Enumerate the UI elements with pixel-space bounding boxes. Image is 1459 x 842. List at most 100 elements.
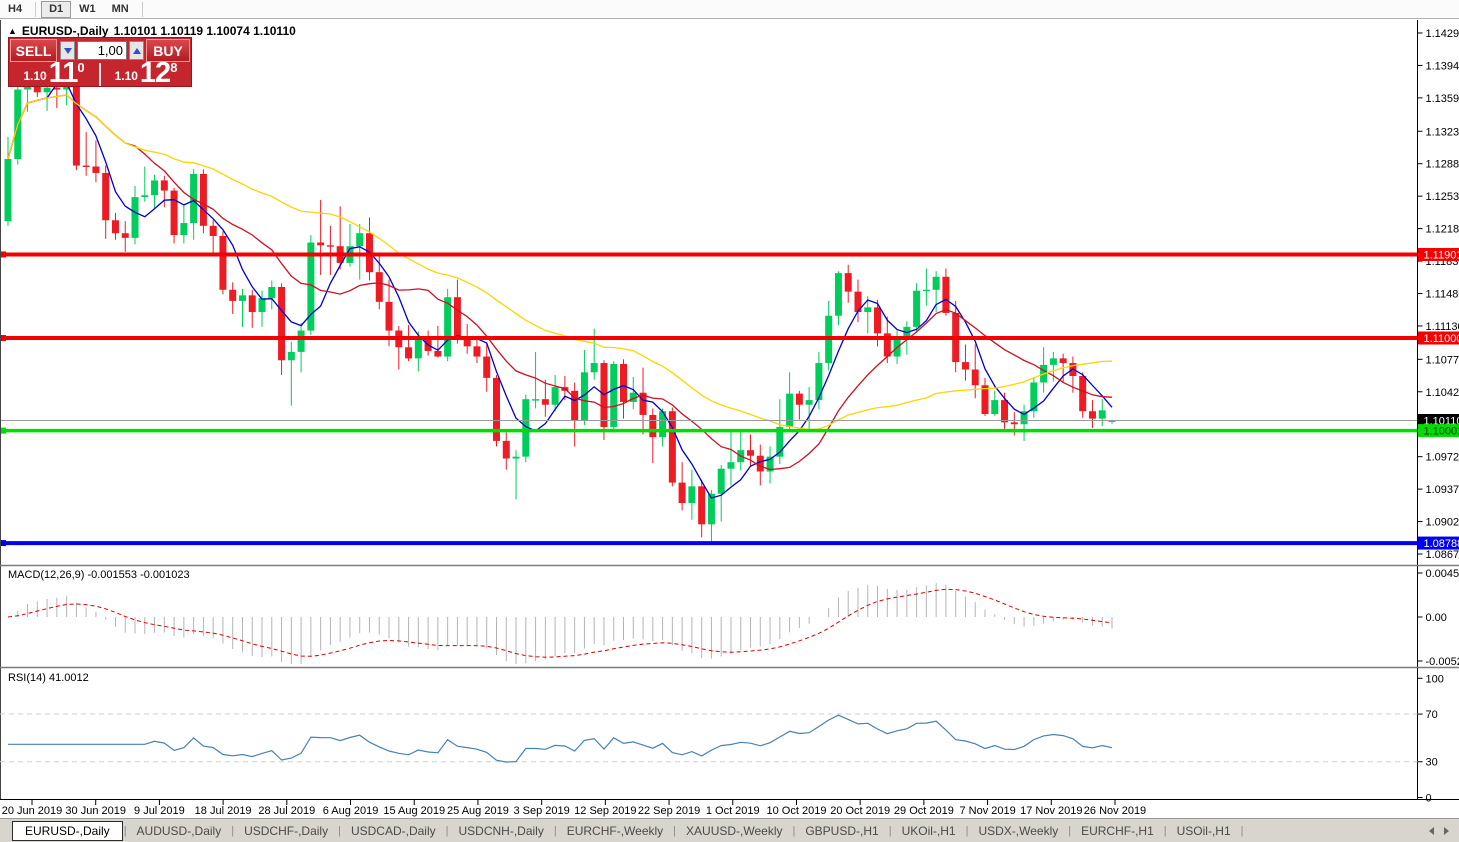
tab-separator: | <box>123 824 127 837</box>
chart-tab-gbpusd-h1[interactable]: GBPUSD-,H1 <box>805 823 879 838</box>
sell-price-display[interactable]: 1.10 11 0 <box>9 59 101 88</box>
rsi-axis-label: 100 <box>1426 673 1444 685</box>
svg-text:1.11901: 1.11901 <box>1424 249 1459 261</box>
date-axis-label: 12 Sep 2019 <box>574 805 636 817</box>
chart-tab-usdx-weekly[interactable]: USDX-,Weekly <box>978 823 1059 838</box>
price-axis-label: 1.11130 <box>1426 321 1459 333</box>
macd-axis-label: -0.00520 <box>1426 656 1459 668</box>
tab-separator: | <box>965 824 969 837</box>
ma-34-line <box>7 94 1113 431</box>
buy-price-display[interactable]: 1.10 12 8 <box>114 57 178 90</box>
chart-tab-eurchf-h1[interactable]: EURCHF-,H1 <box>1081 823 1154 838</box>
macd-axis-label: 0.00 <box>1426 612 1447 624</box>
rsi-indicator-label: RSI(14) 41.0012 <box>8 672 89 684</box>
tab-separator: | <box>231 824 235 837</box>
price-axis-label: 1.09720 <box>1426 452 1459 464</box>
sell-button[interactable]: SELL <box>10 39 57 62</box>
price-axis: 1.14290 1.13940 1.13590 1.13230 1.12880 1.125… <box>0 20 1459 800</box>
line-handle <box>0 334 6 341</box>
chart-tab-usoil-h1[interactable]: USOil-,H1 <box>1176 823 1231 838</box>
date-axis-label: 1 Oct 2019 <box>706 805 760 817</box>
chart-canvas[interactable]: 1.14290 1.13940 1.13590 1.13230 1.12880 1.125… <box>0 0 1459 818</box>
toolbar-separator <box>35 1 37 17</box>
ma-5-line <box>7 82 1113 499</box>
macd-indicator-label: MACD(12,26,9) -0.001553 -0.001023 <box>8 569 190 581</box>
horizontal-lines-layer[interactable] <box>0 251 1418 547</box>
price-axis-label: 1.13230 <box>1426 126 1459 138</box>
timeframe-button-h4[interactable]: H4 <box>0 1 30 18</box>
date-axis-label: 10 Oct 2019 <box>767 805 827 817</box>
macd-panel: 0.004536 0.00 -0.00520 <box>7 568 1459 668</box>
chart-tab-ukoil-h1[interactable]: UKOil-,H1 <box>901 823 956 838</box>
timeframe-button-mn[interactable]: MN <box>104 1 137 18</box>
date-axis-label: 20 Oct 2019 <box>830 805 890 817</box>
tab-separator: | <box>888 824 892 837</box>
tab-separator: | <box>1068 824 1072 837</box>
resistance-price-box <box>1418 331 1459 345</box>
tab-scroll-right-icon[interactable] <box>1444 826 1449 835</box>
line-handle <box>0 427 6 434</box>
macd-signal-line <box>7 588 1113 658</box>
price-axis-label: 1.09370 <box>1426 484 1459 496</box>
tab-separator: | <box>553 824 557 837</box>
chart-tab-audusd-daily[interactable]: AUDUSD-,Daily <box>136 823 222 838</box>
chart-tab-eurusd-daily[interactable]: EURUSD-,Daily <box>12 820 123 841</box>
tab-scroll-left-icon[interactable] <box>1429 826 1434 835</box>
buy-button[interactable]: BUY <box>146 39 190 62</box>
price-axis-label: 1.10770 <box>1426 354 1459 366</box>
date-axis-label: 7 Nov 2019 <box>959 805 1015 817</box>
triangle-down-icon <box>63 47 72 54</box>
tab-separator: | <box>445 824 449 837</box>
rsi-axis-label: 0 <box>1426 793 1432 805</box>
volume-spinner <box>60 41 144 60</box>
tab-separator: | <box>1240 824 1244 837</box>
toolbar-separator <box>141 1 143 17</box>
date-axis-label: 22 Sep 2019 <box>638 805 700 817</box>
svg-text:1.11000: 1.11000 <box>1424 333 1459 345</box>
tab-separator: | <box>673 824 677 837</box>
trade-panel-toggle-icon[interactable]: ▲ <box>8 25 17 36</box>
tab-separator: | <box>1163 824 1167 837</box>
price-axis-label: 1.09020 <box>1426 517 1459 529</box>
tab-scroll-controls <box>1429 826 1459 835</box>
resistance-price-box <box>1418 247 1459 261</box>
date-axis: 20 Jun 2019 30 Jun 2019 9 Jul 2019 18 Jul 2… <box>2 800 1146 817</box>
chart-title: ▲ EURUSD-,Daily 1.10101 1.10119 1.10074 … <box>8 24 296 38</box>
volume-input[interactable] <box>77 41 127 60</box>
date-axis-label: 15 Aug 2019 <box>383 805 445 817</box>
date-axis-label: 17 Nov 2019 <box>1020 805 1082 817</box>
price-axis-label: 1.12880 <box>1426 159 1459 171</box>
volume-decrease-button[interactable] <box>60 41 75 60</box>
timeframe-button-w1[interactable]: W1 <box>71 1 104 18</box>
rsi-axis-label: 30 <box>1426 757 1438 769</box>
timeframe-button-d1[interactable]: D1 <box>41 0 72 18</box>
date-axis-label: 25 Aug 2019 <box>447 805 509 817</box>
moving-averages-layer <box>7 82 1113 499</box>
ma-13-line <box>7 94 1113 471</box>
price-axis-label: 1.13590 <box>1426 93 1459 105</box>
date-axis-label: 26 Nov 2019 <box>1084 805 1146 817</box>
rsi-panel: 100 70 30 0 <box>0 673 1444 805</box>
volume-increase-button[interactable] <box>129 41 144 60</box>
current-price-box <box>1418 414 1459 428</box>
svg-text:1.08788: 1.08788 <box>1424 538 1459 550</box>
date-axis-label: 18 Jul 2019 <box>195 805 252 817</box>
chart-tab-usdcad-daily[interactable]: USDCAD-,Daily <box>350 823 436 838</box>
date-axis-label: 3 Sep 2019 <box>514 805 570 817</box>
support-price-box <box>1418 536 1459 550</box>
chart-tab-eurchf-weekly[interactable]: EURCHF-,Weekly <box>566 823 664 838</box>
candles-layer <box>4 48 1116 543</box>
chart-tab-usdchf-daily[interactable]: USDCHF-,Daily <box>244 823 329 838</box>
support-price-box <box>1418 424 1459 438</box>
timeframe-toolbar: H4 D1 W1 MN <box>0 0 1459 19</box>
macd-axis-label: 0.004536 <box>1426 568 1459 580</box>
triangle-up-icon <box>132 47 141 54</box>
chart-tab-usdcnh-daily[interactable]: USDCNH-,Daily <box>458 823 544 838</box>
chart-tab-xauusd-weekly[interactable]: XAUUSD-,Weekly <box>686 823 783 838</box>
price-axis-label: 1.10420 <box>1426 387 1459 399</box>
date-axis-label: 30 Jun 2019 <box>65 805 126 817</box>
price-axis-label: 1.08670 <box>1426 549 1459 561</box>
